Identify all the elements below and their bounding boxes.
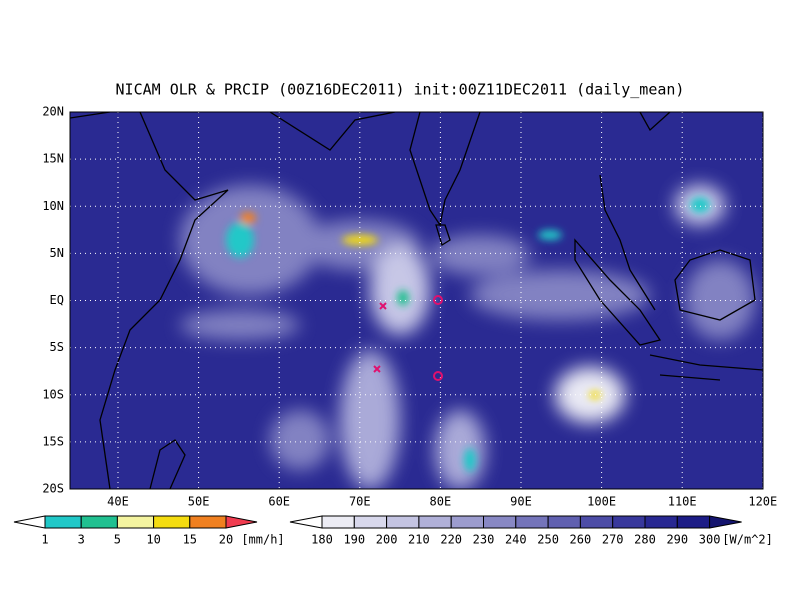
lat-label: 10S [42, 387, 64, 401]
colorbar-unit: [W/m^2] [722, 533, 773, 547]
colorbar-label: 290 [666, 533, 688, 547]
lat-label: 10N [42, 199, 64, 213]
colorbar-box [44, 515, 82, 529]
colorbar-triangle [709, 515, 742, 529]
lon-label: 50E [188, 495, 210, 509]
colorbar-box [80, 515, 118, 529]
colorbar-label: 260 [570, 533, 592, 547]
lon-label: 70E [349, 495, 371, 509]
lat-label: 15N [42, 152, 64, 166]
lat-label: EQ [50, 293, 64, 307]
lat-label: 15S [42, 434, 64, 448]
colorbar-box [450, 515, 485, 529]
colorbar-label: 180 [311, 533, 333, 547]
olr-colorbar: 180 190 200 210 220 230 240 250 260 270 280 290 300[… [289, 515, 773, 547]
colorbar-box [547, 515, 581, 529]
lon-label: 90E [510, 495, 532, 509]
colorbar-box [483, 515, 517, 529]
colorbar-label: 15 [183, 533, 197, 547]
colorbar-box [116, 515, 155, 529]
map-field [70, 112, 763, 489]
colorbar-label: 270 [602, 533, 624, 547]
colorbar-box [676, 515, 711, 529]
precip-colorbar: 1 3 5 10 15 20 [mm/h] [13, 515, 285, 547]
colorbar-box [644, 515, 678, 529]
colorbar-label: 250 [537, 533, 559, 547]
colorbar-label: 1 [41, 533, 48, 547]
colorbar-label: 300 [699, 533, 721, 547]
colorbar-box [418, 515, 452, 529]
colorbar-triangle [289, 515, 323, 529]
lat-label: 5S [50, 340, 64, 354]
colorbar-box [353, 515, 388, 529]
lon-label: 40E [107, 495, 129, 509]
colorbar-label: 230 [473, 533, 495, 547]
lon-label: 100E [587, 495, 616, 509]
lon-label: 110E [668, 495, 697, 509]
lat-label: 20N [42, 105, 64, 119]
markers [373, 295, 443, 381]
lat-label: 5N [50, 246, 64, 260]
colorbar-label: 20 [219, 533, 233, 547]
colorbar-label: 280 [634, 533, 656, 547]
colorbar-box [515, 515, 549, 529]
colorbar-label: 240 [505, 533, 527, 547]
colorbar-label: 220 [440, 533, 462, 547]
colorbar-label: 190 [343, 533, 365, 547]
colorbar-box [321, 515, 355, 529]
lon-label: 80E [430, 495, 452, 509]
colorbar-box [153, 515, 191, 529]
map-title: NICAM OLR & PRCIP (00Z16DEC2011) init:00… [116, 81, 685, 99]
colorbar-label: 5 [114, 533, 121, 547]
colorbar-label: 3 [78, 533, 85, 547]
colorbar-box [189, 515, 227, 529]
colorbar-box [612, 515, 646, 529]
colorbar-triangle [13, 515, 46, 529]
colorbar-box [386, 515, 420, 529]
colorbar-box [579, 515, 614, 529]
map-frame [69, 111, 764, 490]
lat-label: 20S [42, 482, 64, 496]
colorbar-label: 10 [146, 533, 160, 547]
colorbar-unit: [mm/h] [241, 533, 284, 547]
colorbar-label: 200 [376, 533, 398, 547]
colorbar-label: 210 [408, 533, 430, 547]
colorbar-triangle [225, 515, 258, 529]
lon-label: 120E [748, 495, 777, 509]
lon-label: 60E [268, 495, 290, 509]
